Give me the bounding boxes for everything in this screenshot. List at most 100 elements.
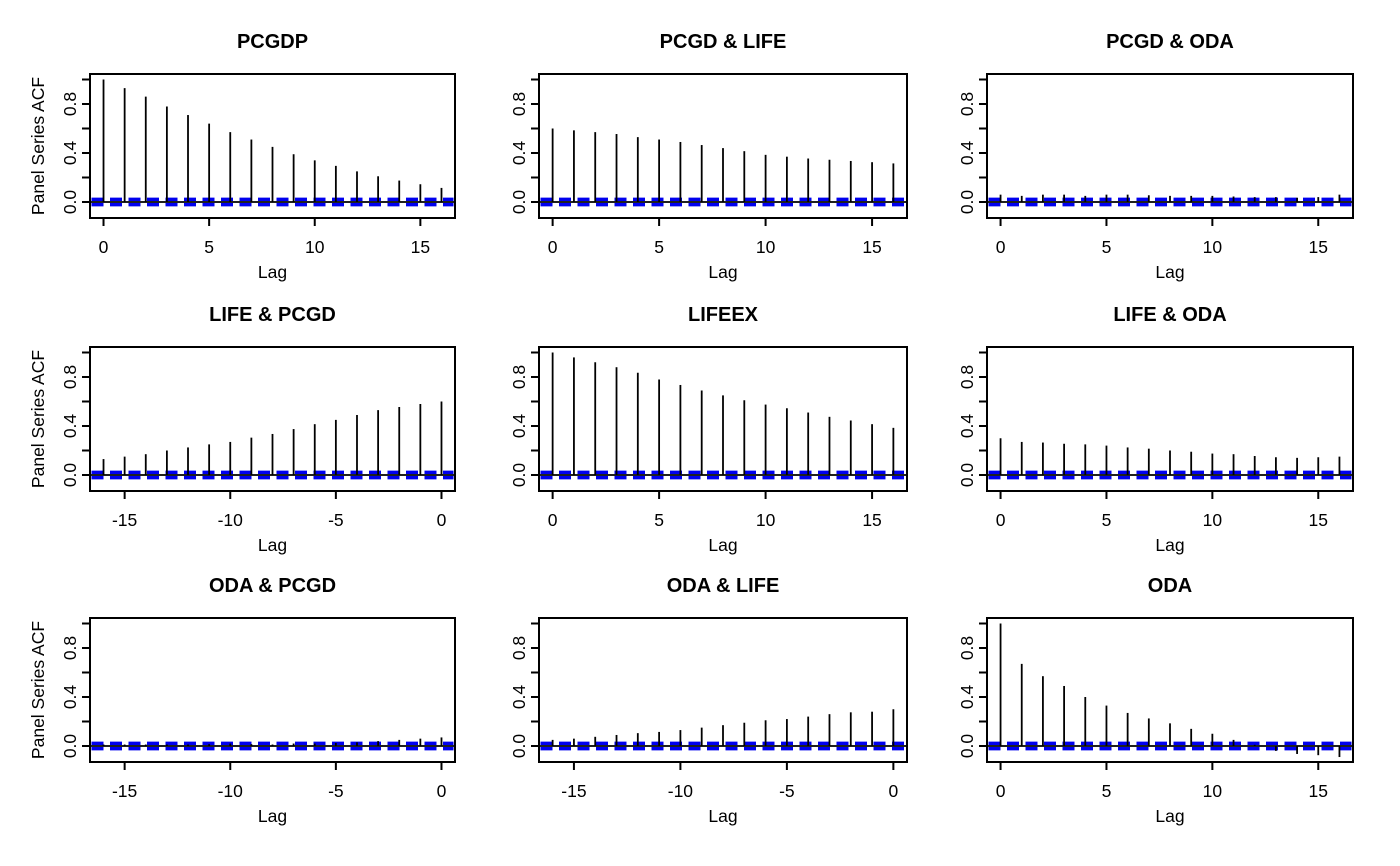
- panel-title: PCGDP: [237, 31, 308, 53]
- x-tick-label: 15: [1309, 510, 1328, 530]
- x-axis-title: Lag: [1155, 806, 1184, 826]
- y-tick-label: 0.4: [957, 141, 977, 166]
- y-tick-label: 0.0: [957, 190, 977, 215]
- y-tick-label: 0.4: [60, 685, 80, 710]
- x-tick-label: 5: [1102, 510, 1112, 530]
- x-tick-label: 0: [437, 510, 447, 530]
- y-axis-title: Panel Series ACF: [28, 77, 48, 215]
- plot-box: [986, 346, 1354, 492]
- x-tick-label: 10: [756, 237, 776, 257]
- acf-bars: [999, 438, 1341, 475]
- x-tick-label: -15: [561, 781, 586, 801]
- x-tick-label: 0: [996, 781, 1006, 801]
- y-tick-label: 0.8: [509, 92, 529, 116]
- x-tick-label: 0: [99, 237, 109, 257]
- y-tick-label: 0.0: [957, 734, 977, 759]
- y-axis: 0.0 0.4 0.8: [957, 351, 987, 488]
- y-axis-title: Panel Series ACF: [28, 621, 48, 759]
- y-tick-label: 0.4: [509, 414, 529, 439]
- x-tick-label: -5: [779, 781, 795, 801]
- x-tick-label: -15: [112, 510, 137, 530]
- y-axis: 0.0 0.4 0.8: [60, 622, 90, 758]
- x-tick-label: 0: [996, 510, 1006, 530]
- x-tick-label: -10: [218, 781, 244, 801]
- panel-title: LIFEEX: [688, 304, 759, 326]
- x-tick-label: 5: [654, 237, 664, 257]
- y-axis: 0.0 0.4 0.8: [957, 78, 987, 215]
- plot-box: [986, 617, 1354, 763]
- y-tick-label: 0.0: [957, 463, 977, 488]
- plot-box: [89, 73, 456, 219]
- acf-panel-pcgd-oda: PCGD & ODA 0.0 0.4 0.8 0 5 10 15 Lag: [957, 31, 1354, 282]
- x-tick-label: 0: [996, 237, 1006, 257]
- y-tick-label: 0.8: [60, 636, 80, 660]
- x-tick-label: 10: [756, 510, 776, 530]
- x-tick-label: 15: [1309, 781, 1328, 801]
- x-tick-label: 10: [1203, 237, 1223, 257]
- plot-box: [89, 346, 456, 492]
- y-tick-label: 0.4: [509, 685, 529, 710]
- y-tick-label: 0.8: [509, 365, 529, 389]
- x-axis-title: Lag: [1155, 262, 1184, 282]
- panel-title: PCGD & LIFE: [660, 31, 787, 53]
- x-tick-label: 10: [1203, 510, 1223, 530]
- x-tick-label: 5: [654, 510, 664, 530]
- x-tick-label: -10: [218, 510, 244, 530]
- y-tick-label: 0.8: [957, 636, 977, 660]
- x-tick-label: 15: [862, 510, 881, 530]
- y-tick-label: 0.4: [509, 141, 529, 166]
- x-tick-label: 15: [862, 237, 881, 257]
- x-tick-label: -15: [112, 781, 137, 801]
- acf-bars: [999, 623, 1341, 758]
- panel-title: PCGD & ODA: [1106, 31, 1234, 53]
- x-tick-label: 15: [411, 237, 430, 257]
- acf-panel-life-oda: LIFE & ODA 0.0 0.4 0.8 0 5 10 15 Lag: [957, 304, 1354, 555]
- y-tick-label: 0.0: [509, 190, 529, 215]
- x-axis: 0 5 10 15: [996, 218, 1328, 257]
- y-axis: 0.0 0.4 0.8: [509, 78, 539, 215]
- x-tick-label: -10: [668, 781, 694, 801]
- y-tick-label: 0.0: [509, 463, 529, 488]
- acf-bars: [551, 352, 895, 475]
- acf-panel-oda-life: ODA & LIFE 0.0 0.4 0.8 -15 -10 -5 0 Lag: [509, 575, 908, 826]
- y-tick-label: 0.4: [60, 414, 80, 439]
- x-axis-title: Lag: [708, 535, 737, 555]
- x-tick-label: 5: [1102, 781, 1112, 801]
- y-tick-label: 0.4: [957, 685, 977, 710]
- x-axis-title: Lag: [708, 262, 737, 282]
- plot-box: [89, 617, 456, 763]
- x-tick-label: 10: [1203, 781, 1223, 801]
- panel-title: ODA & LIFE: [667, 575, 780, 597]
- y-tick-label: 0.8: [60, 92, 80, 116]
- x-axis-title: Lag: [258, 806, 287, 826]
- y-axis: 0.0 0.4 0.8: [509, 351, 539, 488]
- y-tick-label: 0.8: [60, 365, 80, 389]
- y-tick-label: 0.0: [60, 190, 80, 215]
- x-axis-title: Lag: [1155, 535, 1184, 555]
- acf-panel-oda: ODA 0.0 0.4 0.8 0 5 10 15 Lag: [957, 575, 1354, 826]
- x-tick-label: -5: [328, 510, 344, 530]
- x-tick-label: 0: [548, 237, 558, 257]
- acf-bars: [102, 79, 443, 202]
- panel-title: LIFE & PCGD: [209, 304, 336, 326]
- panel-title: LIFE & ODA: [1113, 304, 1226, 326]
- panel-title: ODA & PCGD: [209, 575, 336, 597]
- y-tick-label: 0.0: [509, 734, 529, 759]
- x-tick-label: 15: [1309, 237, 1328, 257]
- acf-bars: [551, 709, 895, 746]
- x-axis-title: Lag: [258, 535, 287, 555]
- y-axis: 0.0 0.4 0.8: [60, 351, 90, 487]
- x-tick-label: 5: [204, 237, 214, 257]
- x-axis: 0 5 10 15: [548, 491, 882, 530]
- plot-box: [538, 73, 908, 219]
- x-axis: 0 5 10 15: [996, 762, 1328, 801]
- y-tick-label: 0.8: [957, 92, 977, 116]
- x-axis: -15 -10 -5 0: [561, 762, 899, 801]
- x-axis-title: Lag: [708, 806, 737, 826]
- acf-bars: [102, 401, 443, 475]
- x-tick-label: 5: [1102, 237, 1112, 257]
- x-axis: 0 5 10 15: [996, 491, 1328, 530]
- x-axis: 0 5 10 15: [99, 218, 430, 257]
- acf-bars: [551, 128, 895, 202]
